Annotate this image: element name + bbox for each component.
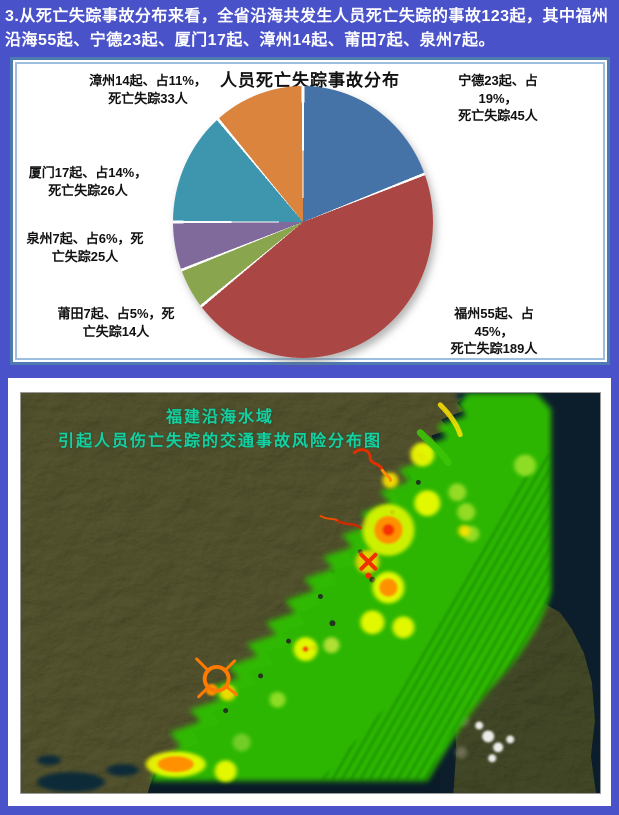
pie-chart-panel: 人员死亡失踪事故分布 宁德23起、占19%， 死亡失踪45人 福州55起、占45… xyxy=(10,57,610,365)
header-paragraph: 3.从死亡失踪事故分布来看，全省沿海共发生人员死亡失踪的事故123起，其中福州沿… xyxy=(5,8,609,49)
heat-extreme-cross xyxy=(359,552,378,579)
land-mass-fujian xyxy=(21,393,469,793)
pie-label-fuzhou: 福州55起、占45%， 死亡失踪189人 xyxy=(450,306,538,356)
map-panel: 福建沿海水域 引起人员伤亡失踪的交通事故风险分布图 xyxy=(8,378,611,806)
map-title: 福建沿海水域 引起人员伤亡失踪的交通事故风险分布图 xyxy=(29,406,411,454)
satellite-map: 福建沿海水域 引起人员伤亡失踪的交通事故风险分布图 xyxy=(20,392,601,794)
satellite-map-svg xyxy=(21,393,600,793)
coastal-inlets xyxy=(36,393,471,793)
pie-label-putian: 莆田7起、占5%，死 亡失踪14人 xyxy=(57,306,175,339)
pie-chart-title: 人员死亡失踪事故分布 xyxy=(220,71,400,90)
pie-label-ningde: 宁德23起、占19%， 死亡失踪45人 xyxy=(458,73,538,123)
map-title-line2: 引起人员伤亡失踪的交通事故风险分布图 xyxy=(57,433,382,450)
heat-high-hotspots xyxy=(157,516,403,773)
pie xyxy=(173,86,433,358)
harbor-heat-ring xyxy=(195,657,239,699)
map-title-line1: 福建沿海水域 xyxy=(165,409,274,426)
pie-label-xiamen: 厦门17起、占14%， 死亡失踪26人 xyxy=(28,165,148,198)
ship-track-streaks xyxy=(320,452,552,781)
pie-label-quanzhou: 泉州7起、占6%，死 亡失踪25人 xyxy=(26,231,144,264)
estuary-heat-traces xyxy=(319,402,463,530)
heat-low-blobs xyxy=(232,454,537,752)
pie-label-zhangzhou: 漳州14起、占11%， 死亡失踪33人 xyxy=(89,73,207,106)
taiwan-clouds xyxy=(475,721,515,763)
